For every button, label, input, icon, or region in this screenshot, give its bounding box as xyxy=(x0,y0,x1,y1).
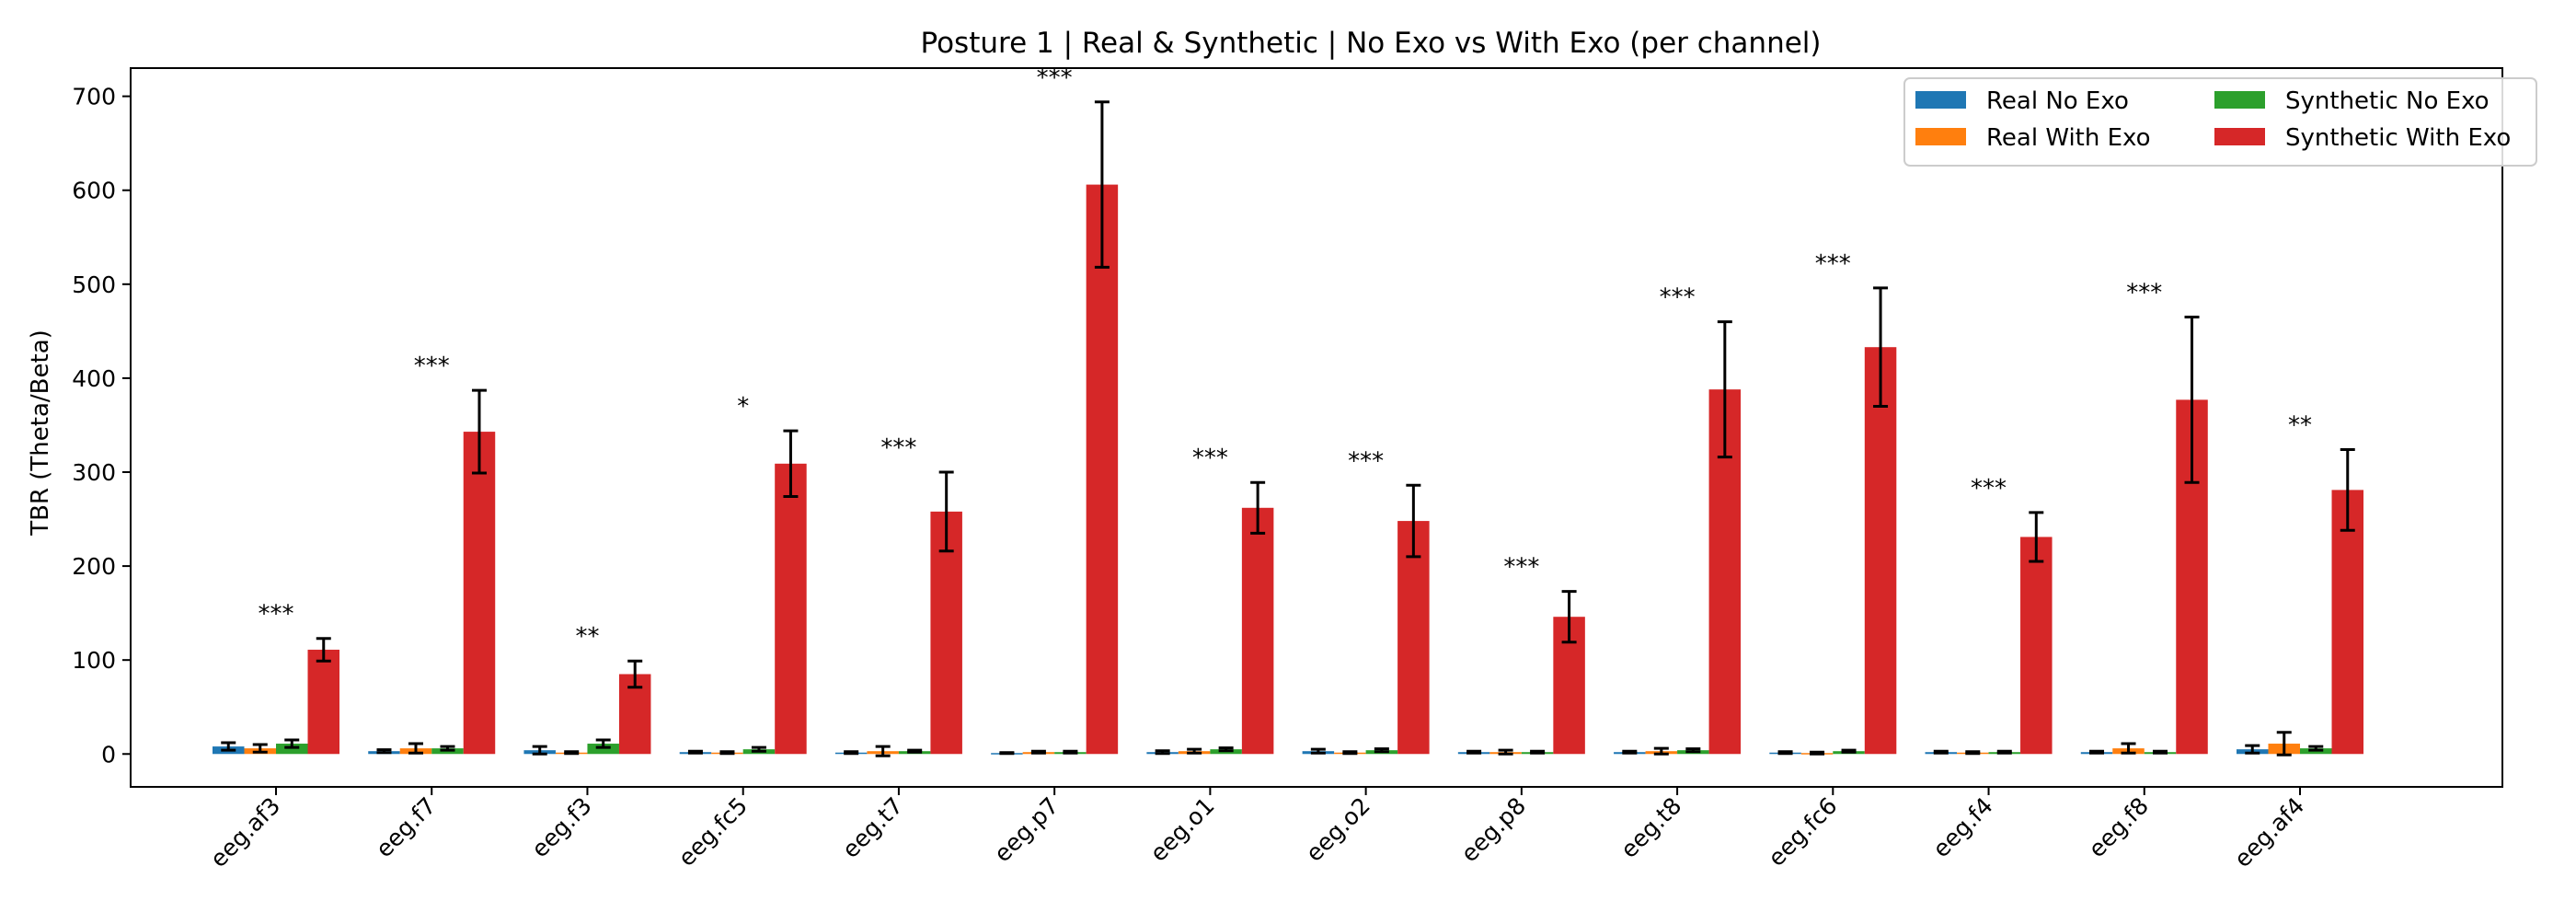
x-tick-label: eeg.fc6 xyxy=(1763,792,1842,872)
bar-synthetic-with-exo xyxy=(1086,184,1119,755)
legend-box xyxy=(1903,77,2537,167)
legend-swatch xyxy=(1915,91,1966,109)
chart-title: Posture 1 | Real & Synthetic | No Exo vs… xyxy=(921,27,1822,60)
significance-label: *** xyxy=(1660,284,1696,312)
plot-frame xyxy=(130,67,2503,788)
legend-swatch xyxy=(1915,128,1966,145)
significance-label: *** xyxy=(1503,554,1539,582)
legend-swatch xyxy=(2214,91,2265,109)
y-tick-label: 600 xyxy=(72,178,116,204)
bar-synthetic-with-exo xyxy=(2331,490,2363,755)
x-tick-label: eeg.af3 xyxy=(205,792,285,872)
legend-swatch xyxy=(2214,128,2265,145)
plot-area: 0100200300400500600700eeg.af3***eeg.f7**… xyxy=(72,64,2363,872)
significance-label: *** xyxy=(259,601,294,629)
significance-label: * xyxy=(737,393,749,421)
significance-label: ** xyxy=(2288,411,2312,439)
x-tick-label: eeg.t7 xyxy=(837,792,908,863)
y-tick-label: 100 xyxy=(72,647,116,674)
x-tick-label: eeg.af4 xyxy=(2229,792,2309,872)
x-tick-label: eeg.p8 xyxy=(1456,792,1532,868)
x-tick-label: eeg.f4 xyxy=(1927,792,1998,863)
significance-label: *** xyxy=(880,434,916,462)
bar-synthetic-no-exo xyxy=(587,744,619,755)
bar-synthetic-with-exo xyxy=(1397,521,1430,755)
y-tick-label: 0 xyxy=(101,741,116,768)
y-tick-label: 500 xyxy=(72,271,116,298)
x-tick-label: eeg.o1 xyxy=(1144,792,1219,867)
x-tick-label: eeg.f8 xyxy=(2083,792,2154,863)
legend-label: Real No Exo xyxy=(1986,87,2129,115)
significance-label: *** xyxy=(1971,475,2007,502)
x-tick-label: eeg.p7 xyxy=(989,792,1064,868)
bar-synthetic-with-exo xyxy=(1241,507,1274,755)
legend-label: Synthetic No Exo xyxy=(2285,87,2490,115)
bar-synthetic-with-exo xyxy=(307,649,339,755)
y-tick-label: 200 xyxy=(72,553,116,580)
y-tick-label: 300 xyxy=(72,459,116,486)
significance-label: ** xyxy=(575,623,599,651)
bar-synthetic-with-exo xyxy=(2020,537,2053,755)
bar-synthetic-with-exo xyxy=(1864,347,1897,755)
legend-label: Real With Exo xyxy=(1986,124,2151,152)
x-tick-label: eeg.f7 xyxy=(371,792,442,863)
significance-label: *** xyxy=(1815,250,1851,278)
y-tick-label: 700 xyxy=(72,84,116,110)
significance-label: *** xyxy=(414,352,450,380)
legend: Real No Exo Real With Exo Synthetic No Exo… xyxy=(1903,77,2537,167)
x-tick-label: eeg.t8 xyxy=(1616,792,1686,863)
y-tick-label: 400 xyxy=(72,365,116,392)
y-axis-label: TBR (Theta/Beta) xyxy=(27,329,54,537)
legend-label: Synthetic With Exo xyxy=(2285,124,2511,152)
significance-label: *** xyxy=(1348,447,1384,475)
significance-label: *** xyxy=(1192,445,1228,472)
significance-label: *** xyxy=(2126,280,2162,307)
bar-synthetic-with-exo xyxy=(463,432,496,755)
bar-synthetic-with-exo xyxy=(775,463,807,755)
x-tick-label: eeg.o2 xyxy=(1301,792,1375,867)
x-tick-label: eeg.f3 xyxy=(526,792,597,863)
bar-synthetic-no-exo xyxy=(276,744,308,755)
x-tick-label: eeg.fc5 xyxy=(673,792,753,872)
